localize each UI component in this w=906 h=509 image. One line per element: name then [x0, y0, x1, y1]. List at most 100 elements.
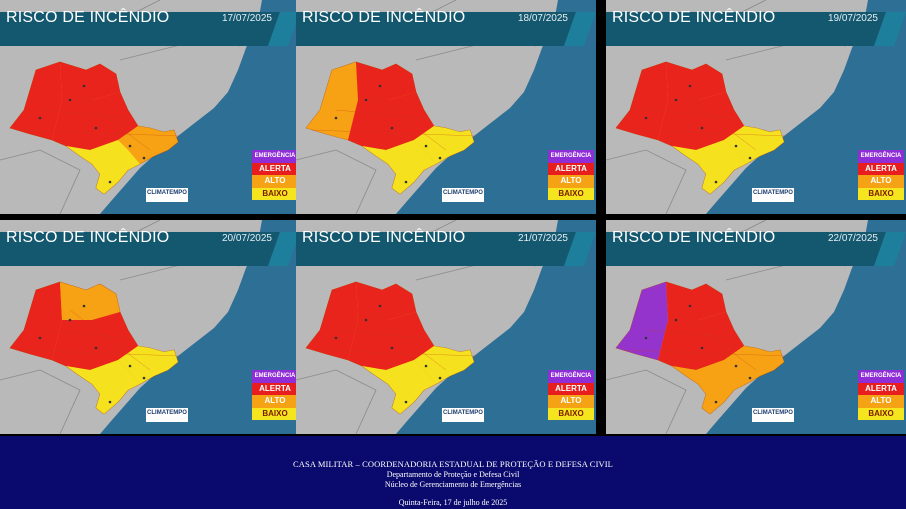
river [15, 129, 181, 137]
risk-zone [616, 282, 668, 360]
river [645, 329, 737, 339]
footer-bar: CASA MILITAR – COORDENADORIA ESTADUAL DE… [0, 436, 906, 509]
land-mass [606, 220, 868, 434]
legend-high: ALTO [548, 175, 594, 188]
map-date: 17/07/2025 [221, 13, 272, 24]
city-dot [674, 318, 678, 322]
city-dot [700, 126, 704, 130]
city-dot [82, 304, 86, 308]
map-date: 18/07/2025 [517, 13, 568, 24]
banner-shape [606, 12, 886, 46]
city-dot [334, 116, 338, 120]
city-dot [714, 400, 718, 404]
climatempo-logo: CLIMATEMPO [146, 188, 188, 202]
river [621, 349, 787, 357]
legend-alert: ALERTA [548, 162, 594, 175]
footer-date: Quinta-Feira, 17 de julho de 2025 [398, 498, 508, 507]
river [15, 349, 181, 357]
legend-low: BAIXO [858, 407, 904, 420]
city-dot [82, 84, 86, 88]
climatempo-logo: CLIMATEMPO [442, 408, 484, 422]
city-dot [404, 400, 408, 404]
city-dot [128, 144, 132, 148]
river [335, 109, 427, 119]
river [675, 309, 757, 371]
risk-zone [52, 92, 138, 150]
city-dot [700, 346, 704, 350]
map-panel: RISCO DE INCÊNDIO 18/07/2025 EMERGÊNCIA … [296, 0, 596, 214]
city-dot [734, 144, 738, 148]
risk-legend: EMERGÊNCIA ALERTA ALTO BAIXO [548, 370, 594, 420]
risk-zone [66, 140, 140, 194]
city-dot [688, 84, 692, 88]
legend-high: ALTO [858, 175, 904, 188]
river [39, 109, 131, 119]
legend-alert: ALERTA [252, 382, 298, 395]
climatempo-logo: CLIMATEMPO [442, 188, 484, 202]
risk-legend: EMERGÊNCIA ALERTA ALTO BAIXO [252, 150, 298, 200]
climatempo-logo: CLIMATEMPO [146, 408, 188, 422]
legend-emergency: EMERGÊNCIA [548, 150, 594, 163]
risk-zone [356, 282, 416, 320]
land-mass [0, 220, 262, 434]
map-date: 22/07/2025 [827, 233, 878, 244]
legend-alert: ALERTA [858, 382, 904, 395]
legend-emergency: EMERGÊNCIA [252, 150, 298, 163]
climatempo-logo: CLIMATEMPO [752, 408, 794, 422]
state-map [606, 0, 906, 214]
legend-emergency: EMERGÊNCIA [858, 150, 904, 163]
river [335, 329, 427, 339]
risk-zone [658, 312, 744, 370]
city-dot [142, 376, 146, 380]
map-panel: RISCO DE INCÊNDIO 22/07/2025 EMERGÊNCIA … [606, 220, 906, 434]
risk-zone [348, 312, 434, 370]
city-dot [364, 98, 368, 102]
banner-accent [268, 232, 300, 266]
legend-high: ALTO [252, 395, 298, 408]
land-mass [296, 0, 558, 214]
river [69, 89, 151, 151]
banner-shape [606, 232, 886, 266]
city-dot [390, 126, 394, 130]
map-date: 20/07/2025 [221, 233, 272, 244]
risk-zone [306, 62, 358, 140]
risk-zone [66, 360, 140, 414]
risk-zone [672, 140, 746, 194]
risk-zone [672, 360, 746, 414]
risk-zone [362, 140, 436, 194]
banner-shape [296, 232, 576, 266]
map-title: RISCO DE INCÊNDIO [302, 9, 466, 26]
river [645, 109, 737, 119]
river [39, 329, 131, 339]
river [675, 89, 757, 151]
risk-zone [60, 62, 120, 100]
risk-legend: EMERGÊNCIA ALERTA ALTO BAIXO [548, 150, 594, 200]
legend-emergency: EMERGÊNCIA [858, 370, 904, 383]
risk-legend: EMERGÊNCIA ALERTA ALTO BAIXO [858, 150, 904, 200]
state-map [606, 220, 906, 434]
city-dot [94, 346, 98, 350]
city-dot [68, 318, 72, 322]
river [365, 89, 447, 151]
city-dot [364, 318, 368, 322]
map-date: 21/07/2025 [517, 233, 568, 244]
land-mass [0, 0, 262, 214]
map-title: RISCO DE INCÊNDIO [612, 229, 776, 246]
map-panel: RISCO DE INCÊNDIO 19/07/2025 EMERGÊNCIA … [606, 0, 906, 214]
city-dot [108, 400, 112, 404]
map-panel: RISCO DE INCÊNDIO 20/07/2025 EMERGÊNCIA … [0, 220, 300, 434]
footer-org: CASA MILITAR – COORDENADORIA ESTADUAL DE… [293, 459, 613, 469]
city-dot [644, 336, 648, 340]
legend-low: BAIXO [252, 187, 298, 200]
legend-low: BAIXO [548, 407, 594, 420]
legend-emergency: EMERGÊNCIA [252, 370, 298, 383]
banner-accent [874, 12, 906, 46]
risk-zone [306, 282, 358, 360]
river [311, 129, 477, 137]
state-map [0, 220, 300, 434]
city-dot [334, 336, 338, 340]
banner-accent [564, 12, 596, 46]
map-date: 19/07/2025 [827, 13, 878, 24]
map-title: RISCO DE INCÊNDIO [612, 9, 776, 26]
legend-high: ALTO [548, 395, 594, 408]
